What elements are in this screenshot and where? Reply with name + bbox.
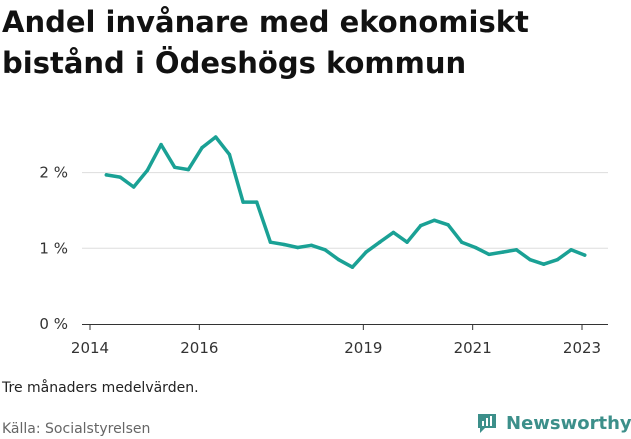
data-point — [555, 257, 560, 262]
data-point — [350, 265, 355, 269]
data-point — [282, 242, 286, 247]
series-line — [104, 135, 587, 269]
data-point — [364, 250, 368, 254]
data-point — [405, 240, 409, 244]
data-point — [227, 152, 232, 157]
x-tick-label: 2014 — [71, 339, 109, 357]
x-tick-label: 2023 — [563, 339, 601, 357]
data-point — [159, 142, 163, 147]
x-axis: 2014 2016 2019 2021 2023 — [71, 324, 608, 357]
data-point — [542, 262, 546, 266]
data-point — [446, 223, 450, 227]
data-point — [378, 240, 382, 244]
data-point — [528, 257, 532, 262]
y-tick-label: 2 % — [39, 164, 68, 182]
data-point — [460, 240, 464, 244]
y-tick-label: 0 % — [39, 315, 68, 333]
data-point — [419, 223, 423, 228]
source-text: Källa: Socialstyrelsen — [2, 421, 151, 437]
newsworthy-logo[interactable]: Newsworthy — [476, 410, 631, 436]
data-point — [323, 248, 327, 252]
data-series — [104, 135, 587, 269]
data-point — [514, 248, 519, 252]
data-point — [200, 145, 204, 150]
y-tick-label: 1 % — [39, 239, 68, 257]
data-point — [569, 248, 573, 252]
grid-lines — [82, 172, 608, 249]
data-point — [241, 200, 245, 204]
chart-note: Tre månaders medelvärden. — [2, 380, 199, 396]
data-point — [432, 218, 437, 222]
chart-title: Andel invånare med ekonomiskt bistånd i … — [2, 5, 529, 80]
x-tick-label: 2021 — [454, 339, 492, 357]
brand-name: Newsworthy — [506, 412, 631, 434]
data-point — [145, 168, 150, 173]
data-point — [132, 185, 136, 189]
x-tick-label: 2016 — [180, 339, 218, 357]
y-tick-labels: 0 % 1 % 2 % — [39, 164, 68, 333]
data-point — [118, 175, 122, 179]
data-point — [173, 165, 177, 170]
newsworthy-logo-icon — [478, 414, 496, 433]
data-point — [268, 240, 273, 244]
data-point — [186, 167, 191, 172]
data-point — [214, 135, 218, 139]
data-point — [104, 173, 109, 177]
data-point — [501, 250, 505, 254]
data-point — [296, 245, 300, 250]
x-tick-label: 2019 — [344, 339, 382, 357]
data-point — [473, 245, 478, 250]
data-point — [583, 253, 587, 257]
data-point — [309, 243, 314, 247]
data-point — [487, 252, 491, 257]
data-point — [255, 200, 259, 204]
data-point — [391, 230, 396, 235]
data-point — [337, 257, 341, 262]
